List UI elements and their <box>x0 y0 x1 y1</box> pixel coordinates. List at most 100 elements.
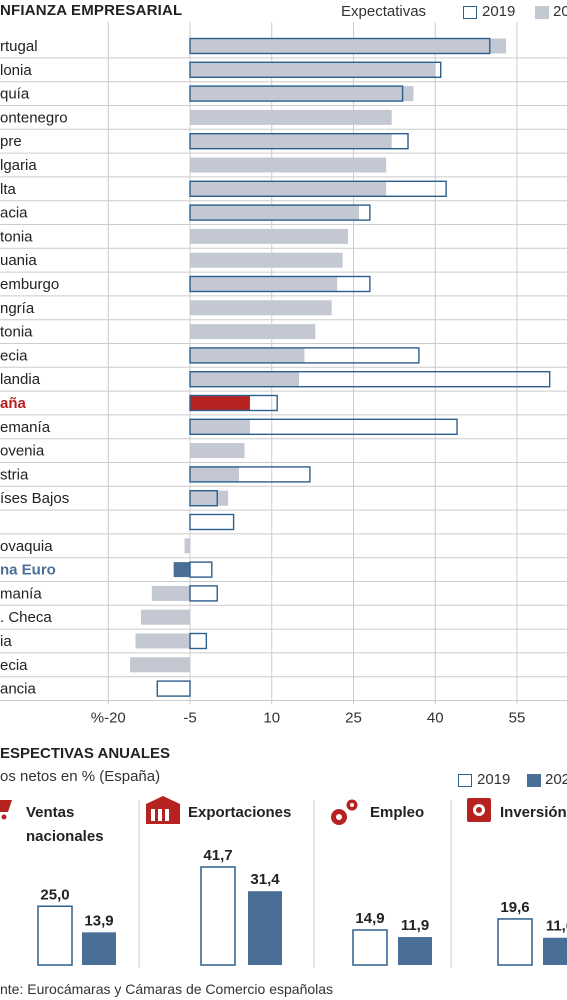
category-label: acia <box>0 205 28 222</box>
bar-2020 <box>190 443 245 459</box>
bars: rtugal lonia quía ontenegro pre lgaria lta acia… <box>0 37 551 698</box>
bar-2020 <box>190 205 359 221</box>
category-label-ventas-1: Ventas <box>26 804 74 821</box>
bar-2019 <box>189 513 235 531</box>
bar-2020 <box>173 562 190 578</box>
bar-2020 <box>190 109 392 125</box>
bar-2019 <box>37 905 73 966</box>
annual-prospects-chart: Ventas nacionales Exportaciones Empleo I… <box>0 796 567 968</box>
legend-swatch-2020 <box>535 6 549 19</box>
bar-2020 <box>140 609 190 625</box>
bottom-legend-label-2020: 202 <box>545 771 567 788</box>
bar-2020 <box>190 38 507 54</box>
category-label: tonia <box>0 228 33 245</box>
bar-2019 <box>497 918 533 966</box>
category-label-ventas-2: nacionales <box>26 828 104 845</box>
category-label: na Euro <box>0 562 56 579</box>
bar-2020 <box>398 937 432 965</box>
category-label: rtugal <box>0 38 38 55</box>
bar-2019 <box>352 929 388 966</box>
category-label: ngría <box>0 300 35 317</box>
category-label: ancia <box>0 681 37 698</box>
x-axis: %-20 -5 10 25 40 55 <box>91 710 526 727</box>
value-label-2020: 13,9 <box>84 912 113 929</box>
category-label-inversion: Inversión <box>500 804 567 821</box>
bar-2019 <box>189 61 442 78</box>
horizontal-bar-chart: rtugal lonia quía ontenegro pre lgaria lta acia… <box>0 22 567 727</box>
bar-2020 <box>190 466 240 482</box>
safe-icon <box>467 798 491 822</box>
expectativas-label: Expectativas <box>341 3 427 20</box>
category-label: aña <box>0 395 27 412</box>
category-label: quía <box>0 86 30 103</box>
bar-2020 <box>190 347 305 363</box>
category-label: lgaria <box>0 157 37 174</box>
bar-2020 <box>190 276 338 292</box>
category-label: manía <box>0 585 42 602</box>
tick-label: 25 <box>345 710 362 727</box>
bar-2019 <box>189 180 447 198</box>
category-label: stria <box>0 466 29 483</box>
bar-2020 <box>190 324 316 340</box>
category-label: ecia <box>0 347 28 364</box>
value-label-2019: 19,6 <box>500 899 529 916</box>
bar-2019 <box>189 347 420 364</box>
tick-label: 55 <box>509 710 526 727</box>
bar-2019 <box>189 275 371 293</box>
category-label: . Checa <box>0 609 52 626</box>
bar-2020 <box>184 538 190 554</box>
legend-label-2019: 2019 <box>482 3 516 20</box>
value-label-2020: 31,4 <box>250 871 280 888</box>
bar-2020 <box>190 395 250 411</box>
bar-2020 <box>130 657 190 673</box>
category-label: lonia <box>0 62 32 79</box>
cart-icon <box>0 800 12 820</box>
tick-label: %-20 <box>91 710 126 727</box>
category-label: ia <box>0 633 12 650</box>
category-label: emburgo <box>0 276 59 293</box>
bar-2020 <box>543 937 567 965</box>
category-label: lta <box>0 181 17 198</box>
bar-2020 <box>190 300 332 316</box>
gears-icon <box>331 799 358 825</box>
bar-2020 <box>190 371 299 387</box>
bar-2019 <box>189 490 218 507</box>
category-label-empleo: Empleo <box>370 804 424 821</box>
factory-icon <box>146 796 180 824</box>
bar-2020 <box>190 419 250 435</box>
category-label: ovaquia <box>0 538 53 555</box>
category-label: íses Bajos <box>0 490 69 507</box>
bar-2020 <box>190 86 414 102</box>
value-label-2019: 25,0 <box>40 886 69 903</box>
value-label-2019: 41,7 <box>203 847 232 864</box>
bottom-legend-swatch-2019 <box>458 774 472 787</box>
value-label-2020: 11,9 <box>401 917 429 934</box>
category-label: landia <box>0 371 41 388</box>
bar-2019 <box>189 585 218 602</box>
grid <box>0 22 567 705</box>
category-label: pre <box>0 133 22 150</box>
tick-label: -5 <box>183 710 196 727</box>
bar-2020 <box>135 633 190 649</box>
bar-2020 <box>82 932 116 965</box>
section-title: ESPECTIVAS ANUALES <box>0 745 171 762</box>
category-label-exportaciones: Exportaciones <box>188 804 291 821</box>
bar-2019 <box>189 466 311 483</box>
bar-2019 <box>189 37 491 55</box>
category-label: ovenia <box>0 443 45 460</box>
bar-2019 <box>189 418 458 435</box>
bottom-legend-label-2019: 2019 <box>477 771 511 788</box>
bar-2020 <box>190 133 392 149</box>
bar-2019 <box>200 866 236 966</box>
value-label-2019: 14,9 <box>355 910 384 927</box>
bar-2019 <box>189 561 213 578</box>
bar-2019 <box>156 680 191 697</box>
bar-2020 <box>190 181 387 197</box>
legend-label-2020: 20 <box>553 3 567 20</box>
category-label: tonia <box>0 324 33 341</box>
bar-2020 <box>190 228 349 244</box>
legend-swatch-2019 <box>463 6 477 19</box>
bar-2020 <box>151 585 190 601</box>
bar-2019 <box>189 85 404 102</box>
bar-2020 <box>190 490 229 506</box>
